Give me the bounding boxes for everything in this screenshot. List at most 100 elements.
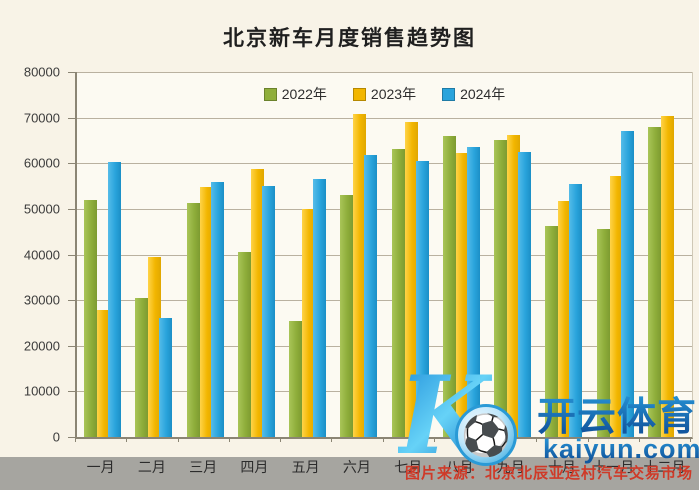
bar-2023年-四月 — [250, 168, 264, 437]
bar-2023年-七月 — [404, 122, 418, 437]
x-tick-label: 九月 — [496, 459, 525, 475]
gridline — [77, 72, 692, 73]
bar-group-七月 — [385, 72, 436, 437]
image-source-caption: 图片来源：北京北辰亚运村汽车交易市场 — [404, 465, 693, 482]
watermark-brand-name: 开云体育 — [537, 386, 697, 442]
x-tick-label: 十月 — [547, 459, 576, 475]
bar-2023年-十月 — [558, 200, 572, 437]
bar-2023年-三月 — [199, 186, 213, 437]
y-tick-mark — [68, 391, 75, 393]
bar-groups — [77, 72, 692, 437]
bar-2024年-三月 — [210, 181, 224, 437]
x-tick-label: 三月 — [189, 459, 218, 475]
bar-2024年-四月 — [261, 185, 275, 437]
x-tick-mark — [690, 437, 691, 442]
bar-2024年-七月 — [415, 161, 429, 437]
bar-group-一月 — [77, 72, 128, 437]
x-tick-mark — [331, 437, 333, 442]
bar-group-三月 — [180, 72, 231, 437]
y-tick-label: 0 — [52, 429, 60, 445]
gridline — [77, 254, 692, 256]
y-tick-mark — [68, 163, 75, 165]
x-tick-mark — [536, 437, 538, 442]
bar-2023年-一月 — [97, 310, 111, 437]
x-tick-label: 四月 — [240, 459, 269, 475]
legend-swatch-icon — [352, 87, 366, 101]
y-tick-mark — [68, 72, 75, 73]
watermark-brand-url: kaiyun.com — [543, 434, 699, 465]
bar-2022年-十二月 — [647, 126, 661, 437]
bar-2024年-十月 — [569, 183, 583, 437]
y-tick-label: 80000 — [23, 64, 60, 80]
legend-item-2022年: 2022年 — [263, 84, 327, 104]
x-tick-label: 二月 — [137, 459, 166, 475]
legend-label: 2022年 — [281, 86, 327, 102]
y-tick-label: 10000 — [23, 383, 60, 399]
bar-2023年-六月 — [353, 114, 367, 437]
y-tick-mark — [68, 345, 75, 347]
bar-2022年-七月 — [391, 148, 405, 437]
bar-2022年-八月 — [442, 135, 456, 437]
x-tick-mark — [126, 437, 128, 442]
x-tick-mark — [280, 437, 281, 442]
bar-2024年-一月 — [108, 161, 122, 437]
bar-2022年-十一月 — [596, 228, 610, 437]
bar-2024年-二月 — [159, 318, 173, 437]
bar-2022年-二月 — [135, 298, 149, 437]
y-tick-mark — [68, 300, 75, 302]
y-tick-mark — [68, 254, 75, 256]
caption-bar — [0, 457, 699, 490]
legend-item-2023年: 2023年 — [352, 84, 417, 104]
x-tick-mark — [75, 437, 76, 442]
bar-2024年-八月 — [466, 147, 480, 437]
plot-area: 2022年 2023年 2024年 — [75, 72, 693, 439]
legend-label: 2024年 — [460, 86, 506, 102]
bar-2024年-五月 — [313, 179, 327, 437]
bar-group-十二月 — [641, 72, 692, 437]
legend-item-2024年: 2024年 — [442, 84, 505, 104]
y-tick-label: 50000 — [23, 201, 60, 217]
bar-group-十月 — [538, 72, 589, 437]
soccer-glyph: ⚽ — [461, 413, 511, 458]
bar-2022年-六月 — [340, 195, 354, 437]
gridline — [77, 345, 692, 347]
bar-2022年-九月 — [494, 140, 508, 437]
bar-2023年-十二月 — [660, 115, 674, 437]
y-tick-label: 20000 — [23, 338, 60, 354]
bar-2024年-十一月 — [620, 131, 634, 437]
legend-label: 2023年 — [370, 86, 417, 102]
bar-group-八月 — [436, 72, 487, 437]
bar-group-四月 — [231, 72, 282, 437]
bar-2022年-四月 — [237, 251, 251, 437]
soccer-ball-icon: ⚽ — [455, 404, 517, 466]
x-tick-label: 五月 — [291, 459, 320, 475]
bar-group-九月 — [487, 72, 538, 437]
x-tick-mark — [177, 437, 179, 442]
x-tick-mark — [587, 437, 589, 442]
bar-2023年-八月 — [455, 153, 469, 437]
x-tick-label: 六月 — [342, 459, 371, 475]
bar-group-六月 — [333, 72, 384, 437]
x-tick-label: 十一月 — [592, 459, 635, 475]
bar-2023年-九月 — [507, 135, 521, 437]
bar-2024年-九月 — [518, 152, 532, 437]
gridline — [77, 300, 692, 302]
bar-2022年-十月 — [545, 225, 559, 437]
bar-2022年-三月 — [186, 202, 200, 437]
bar-2024年-六月 — [364, 155, 378, 437]
x-tick-mark — [638, 437, 640, 442]
chart-title: 北京新车月度销售趋势图 — [223, 27, 476, 50]
legend: 2022年 2023年 2024年 — [77, 84, 692, 104]
y-tick-label: 70000 — [23, 110, 60, 126]
gridline — [77, 391, 692, 393]
bar-group-二月 — [128, 72, 179, 437]
x-tick-label: 七月 — [383, 457, 434, 477]
y-tick-label: 40000 — [23, 247, 60, 262]
x-tick-label: 八月 — [434, 457, 485, 477]
gridline — [77, 117, 692, 119]
y-tick-mark — [68, 208, 75, 210]
bar-2022年-五月 — [289, 320, 303, 437]
x-tick-mark — [433, 437, 435, 442]
legend-swatch-icon — [442, 87, 456, 101]
